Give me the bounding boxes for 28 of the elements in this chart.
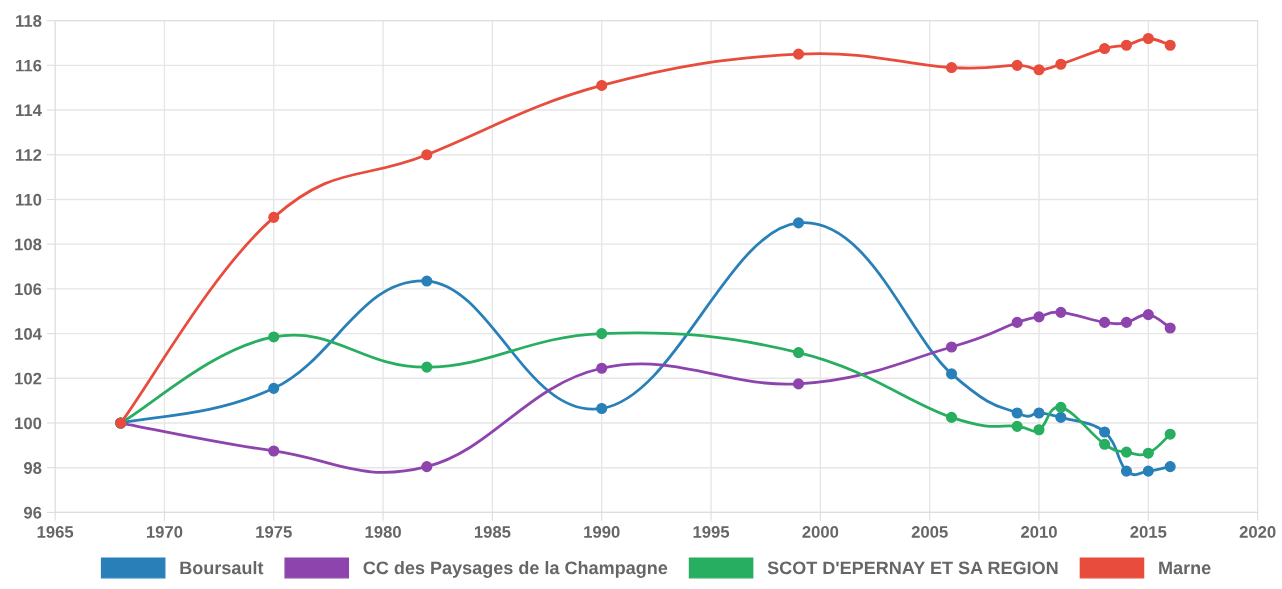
y-tick-label: 104 [15,327,42,340]
x-tick-label: 1965 [37,526,74,538]
x-tick-label: 1985 [474,526,511,538]
x-tick-label: 2000 [802,526,839,538]
y-tick-label: 98 [23,462,42,474]
y-tick-label: 100 [15,417,42,430]
x-tick-label: 2020 [1239,526,1276,538]
x-tick-label: 2010 [1021,526,1057,538]
x-tick-label: 1970 [146,526,183,538]
x-tick-label: 2005 [911,526,948,538]
x-tick-label: 1980 [365,526,401,538]
y-tick-label: 106 [15,283,42,296]
legend-label: SCOT D'EPERNAY ET SA REGION [767,561,1058,575]
x-tick-label: 1995 [693,526,730,538]
legend-label: Marne [1159,561,1211,575]
y-tick-label: 96 [23,506,42,519]
y-tick-label: 108 [15,238,42,251]
y-tick-label: 114 [16,104,42,117]
x-tick-label: 1975 [256,526,292,538]
y-tick-label: 116 [16,59,42,72]
y-tick-label: 112 [16,149,42,161]
legend-label: CC des Paysages de la Champagne [363,560,668,578]
y-tick-label: 102 [15,372,42,385]
legend-label: Boursault [180,560,264,575]
x-tick-label: 2015 [1130,526,1167,538]
x-tick-label: 1990 [584,526,620,538]
y-tick-label: 118 [16,15,42,27]
y-tick-label: 110 [16,193,42,206]
